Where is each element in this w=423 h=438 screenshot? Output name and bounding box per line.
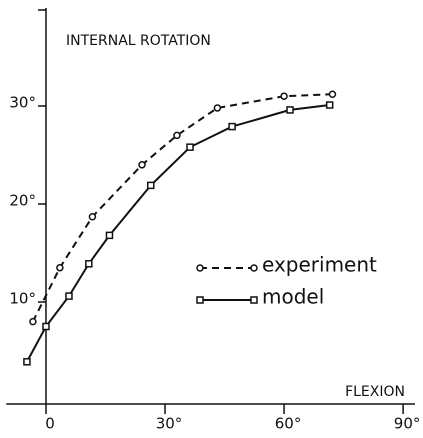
data-point xyxy=(56,263,64,272)
data-point xyxy=(286,106,294,114)
data-point xyxy=(280,92,288,100)
data-point xyxy=(88,212,97,221)
data-point xyxy=(23,358,31,366)
y-tick-label: 30° xyxy=(9,94,36,112)
legend-label: model xyxy=(262,285,324,309)
y-axis-label: INTERNAL ROTATION xyxy=(66,33,211,49)
x-tick-label: 60° xyxy=(275,415,302,433)
legend-marker xyxy=(196,296,204,304)
data-point xyxy=(105,231,114,240)
data-point xyxy=(29,317,37,326)
data-point xyxy=(138,161,146,169)
data-point xyxy=(186,143,194,151)
x-tick-label: 90° xyxy=(394,415,421,433)
data-point xyxy=(146,181,155,190)
legend-marker xyxy=(250,264,258,272)
x-tick-label: 0 xyxy=(45,415,55,433)
legend-label: experiment xyxy=(262,253,377,277)
data-point xyxy=(85,260,93,268)
legend-marker xyxy=(250,296,258,304)
y-tick-label: 20° xyxy=(9,192,36,210)
data-point xyxy=(328,90,337,98)
y-tick-label: 10° xyxy=(9,290,36,308)
data-point xyxy=(228,122,236,131)
x-tick-label: 30° xyxy=(156,415,183,433)
data-point xyxy=(213,104,222,112)
data-point xyxy=(173,131,181,140)
x-axis-label: FLEXION xyxy=(345,384,405,400)
data-point xyxy=(42,322,50,331)
legend-marker xyxy=(196,264,204,272)
data-point xyxy=(65,292,73,300)
series-line xyxy=(26,104,330,363)
data-point xyxy=(325,101,334,109)
